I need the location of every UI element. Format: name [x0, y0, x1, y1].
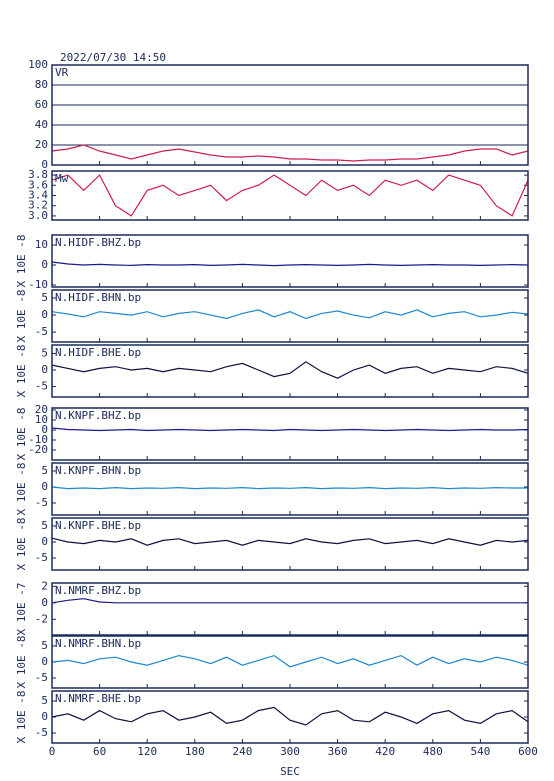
- panel-label: N.HIDF.BHE.bp: [55, 346, 141, 359]
- y-tick-label: 0: [41, 480, 48, 493]
- panel-frame: [51, 289, 529, 343]
- y-tick-label: -20: [28, 443, 48, 456]
- y-tick-label: 40: [35, 118, 48, 131]
- y-axis-label: X 10E -8: [15, 235, 28, 288]
- waveform: [51, 537, 529, 546]
- y-tick-label: 20: [35, 403, 48, 416]
- waveform: [51, 427, 529, 432]
- y-tick-label: 10: [35, 238, 48, 251]
- x-tick-label: 60: [93, 745, 106, 758]
- waveform: [51, 486, 528, 490]
- y-tick-label: -5: [35, 379, 48, 392]
- y-tick-label: 3.8: [28, 168, 48, 181]
- y-tick-label: 5: [41, 291, 48, 304]
- y-tick-label: 60: [35, 98, 48, 111]
- x-tick-label: 420: [375, 745, 395, 758]
- y-axis-label: X 10E -8: [15, 463, 28, 516]
- y-tick-label: 0: [41, 710, 48, 723]
- panel-label: VR: [55, 66, 69, 79]
- y-axis-label: X 10E -8: [15, 518, 28, 571]
- panel-label: N.HIDF.BHZ.bp: [55, 236, 141, 249]
- y-tick-label: -5: [35, 726, 48, 739]
- y-tick-label: 3.4: [28, 189, 48, 202]
- waveform: [51, 144, 529, 162]
- y-tick-label: 2: [41, 579, 48, 592]
- panel-frame: [51, 582, 529, 636]
- y-tick-label: -5: [35, 551, 48, 564]
- y-axis-label: X 10E -8: [15, 345, 28, 398]
- y-tick-label: 0: [41, 158, 48, 171]
- y-axis-label: X 10E -8: [15, 691, 28, 744]
- x-tick-label: 540: [470, 745, 490, 758]
- waveform: [51, 598, 528, 604]
- y-tick-label: 5: [41, 519, 48, 532]
- y-tick-label: 0: [41, 308, 48, 321]
- y-tick-label: 5: [41, 464, 48, 477]
- y-tick-label: 0: [41, 258, 48, 271]
- x-tick-label: 180: [185, 745, 205, 758]
- x-tick-label: 300: [280, 745, 300, 758]
- panel-frame: [51, 234, 529, 288]
- y-axis-label: X 10E -8: [15, 636, 28, 689]
- y-tick-label: 5: [41, 639, 48, 652]
- y-tick-label: -10: [28, 433, 48, 446]
- y-tick-label: -5: [35, 325, 48, 338]
- panel-frame: [51, 635, 529, 689]
- panel-label: Mw: [55, 172, 69, 185]
- y-tick-label: 80: [35, 78, 48, 91]
- panel-frame: [51, 462, 529, 516]
- y-axis-label: X 10E -7: [15, 583, 28, 636]
- x-tick-label: 240: [232, 745, 252, 758]
- panel-label: N.KNPF.BHN.bp: [55, 464, 141, 477]
- panel-frame: [51, 690, 529, 744]
- y-tick-label: 0: [41, 423, 48, 436]
- panel-frame: [51, 344, 529, 398]
- panel-frame: [51, 170, 529, 221]
- panel-label: N.KNPF.BHE.bp: [55, 519, 141, 532]
- y-tick-label: 3.6: [28, 178, 48, 191]
- waveform: [51, 361, 529, 379]
- y-axis-label: X 10E -8: [15, 290, 28, 343]
- y-tick-label: 5: [41, 347, 48, 360]
- plot-title: 2022/07/30 14:50: [60, 51, 166, 64]
- panel-frame: [51, 517, 529, 571]
- x-tick-label: 600: [518, 745, 538, 758]
- y-tick-label: 0: [41, 363, 48, 376]
- panel-label: N.KNPF.BHZ.bp: [55, 409, 141, 422]
- y-tick-label: 3.0: [28, 209, 48, 222]
- panel-frame: [51, 407, 529, 461]
- waveform: [51, 706, 529, 726]
- waveform: [51, 309, 529, 320]
- y-axis-label: X 10E -8: [15, 408, 28, 461]
- y-tick-label: 5: [41, 694, 48, 707]
- waveform: [51, 654, 529, 668]
- x-tick-label: 480: [423, 745, 443, 758]
- y-tick-label: 20: [35, 138, 48, 151]
- x-axis-label: SEC: [280, 765, 300, 778]
- y-tick-label: 0: [41, 596, 48, 609]
- panel-label: N.NMRF.BHE.bp: [55, 692, 141, 705]
- waveform: [51, 261, 529, 267]
- panel-label: N.NMRF.BHZ.bp: [55, 584, 141, 597]
- waveform: [51, 174, 529, 217]
- y-tick-label: -10: [28, 278, 48, 291]
- y-tick-label: 0: [41, 655, 48, 668]
- y-tick-label: 10: [35, 413, 48, 426]
- panel-label: N.HIDF.BHN.bp: [55, 291, 141, 304]
- x-tick-label: 360: [328, 745, 348, 758]
- y-tick-label: -5: [35, 496, 48, 509]
- y-tick-label: 100: [28, 58, 48, 71]
- y-tick-label: 0: [41, 535, 48, 548]
- panel-label: N.NMRF.BHN.bp: [55, 637, 141, 650]
- y-tick-label: -2: [35, 612, 48, 625]
- panel-frame: [51, 64, 529, 166]
- y-tick-label: 3.2: [28, 199, 48, 212]
- x-tick-label: 0: [49, 745, 56, 758]
- x-tick-label: 120: [137, 745, 157, 758]
- y-tick-label: -5: [35, 671, 48, 684]
